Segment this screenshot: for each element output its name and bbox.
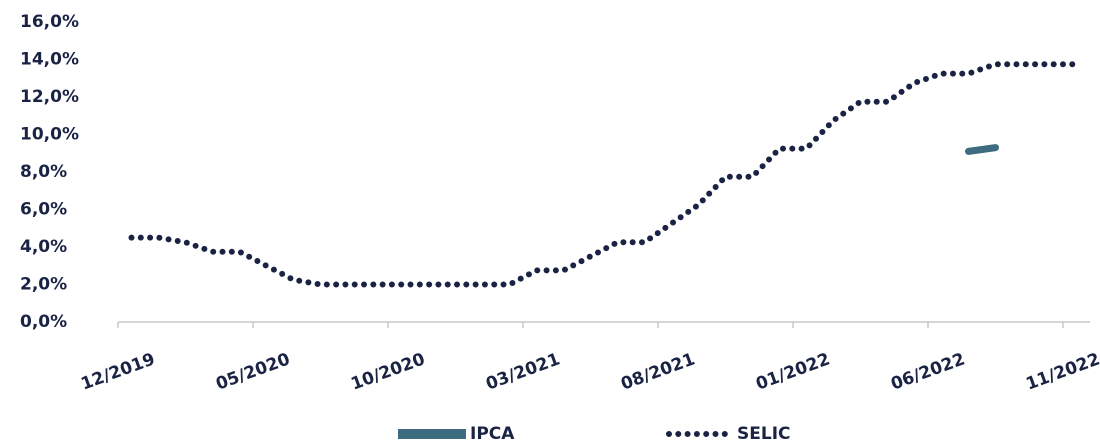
y-tick-label: 2,0% [20,275,67,295]
legend-label: IPCA [470,424,515,444]
y-tick-label: 10,0% [20,125,79,145]
y-tick-label: 14,0% [20,50,79,70]
x-tick-label: 06/2022 [888,349,967,394]
y-tick-label: 4,0% [20,237,67,257]
y-tick-label: 8,0% [20,162,67,182]
legend-swatch [398,429,466,439]
x-tick-label: 10/2020 [348,349,428,394]
x-tick-label: 08/2021 [618,349,697,394]
series-line [128,61,1080,288]
y-tick-label: 16,0% [20,12,79,32]
series-line [965,144,999,155]
y-tick-label: 6,0% [20,200,67,220]
legend-label: SELIC [737,424,791,444]
x-tick-label: 01/2022 [753,349,832,394]
x-tick-label: 11/2022 [1023,349,1100,394]
y-tick-label: 0,0% [20,312,67,332]
x-tick-label: 12/2019 [78,349,157,394]
y-tick-label: 12,0% [20,87,79,107]
x-tick-label: 05/2020 [213,349,293,394]
x-tick-label: 03/2021 [483,349,562,394]
